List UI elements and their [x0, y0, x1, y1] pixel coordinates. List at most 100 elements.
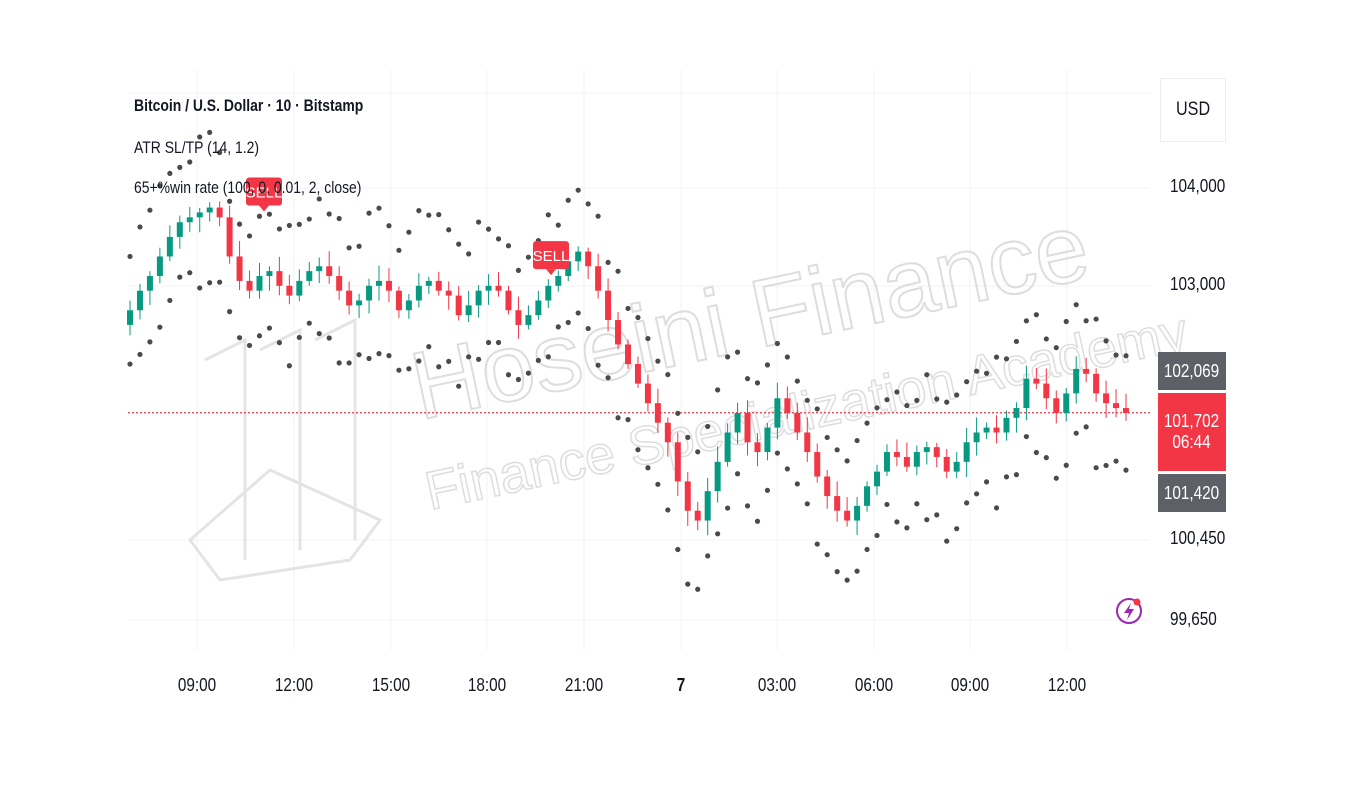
time-label: 09:00 — [950, 675, 990, 695]
stop-dot — [555, 324, 561, 330]
candle-body — [654, 403, 661, 423]
stop-dot — [416, 208, 422, 214]
stop-dot — [296, 334, 302, 341]
candle-body — [983, 427, 990, 433]
stop-dot — [466, 354, 472, 360]
candle-body — [326, 266, 333, 277]
candle-body — [1023, 378, 1030, 409]
stop-dot — [754, 518, 761, 524]
stop-dot — [466, 251, 472, 257]
sell-signal-box — [246, 177, 282, 206]
stop-dot — [217, 149, 223, 156]
stop-dot — [974, 368, 980, 374]
indicator-winrate-label[interactable]: 65+%win rate (100, 0, 0.01, 2, close) — [134, 178, 362, 197]
stop-dot — [734, 471, 741, 477]
candle-body — [545, 285, 552, 301]
candle-body — [684, 481, 691, 511]
candle-body — [744, 412, 751, 443]
stop-dot — [236, 335, 243, 341]
stop-dot — [535, 357, 541, 363]
stop-dot — [904, 525, 910, 531]
stop-dot — [296, 221, 302, 227]
watermark-house-logo — [187, 317, 383, 582]
candle-body — [1033, 378, 1040, 384]
candle-body — [953, 461, 960, 472]
stop-dot — [356, 352, 362, 358]
candle-body — [903, 456, 910, 467]
price-label: 99,650 — [1170, 609, 1217, 629]
candle-body — [1113, 403, 1120, 409]
stop-dot — [1023, 433, 1029, 440]
stop-dot — [187, 270, 193, 276]
low-price-tag: 101,420 — [1158, 474, 1226, 512]
stop-dot — [1073, 430, 1079, 436]
stop-dot — [207, 280, 213, 286]
stop-dot — [595, 362, 601, 368]
stop-dot — [227, 198, 233, 204]
stop-dot — [1063, 462, 1069, 468]
stop-dot — [764, 362, 771, 368]
stop-dot — [137, 224, 143, 230]
stop-dot — [426, 344, 432, 350]
candle-body — [146, 276, 153, 291]
candle-body — [575, 251, 582, 262]
price-label: 104,000 — [1170, 176, 1226, 196]
candle-body — [306, 271, 313, 281]
currency-button[interactable]: USD — [1160, 78, 1226, 142]
stop-dot — [1013, 338, 1020, 345]
stop-dot — [645, 335, 651, 342]
stop-dot — [236, 221, 243, 227]
stop-dot — [595, 213, 601, 219]
candle-body — [1123, 408, 1129, 413]
stop-dot — [884, 397, 890, 403]
stop-dot — [615, 415, 621, 421]
candle-body — [535, 300, 542, 316]
time-label: 12:00 — [1047, 675, 1087, 695]
stop-dot — [525, 254, 532, 260]
stop-dot — [914, 501, 920, 507]
stop-dot — [505, 372, 512, 378]
stop-dot — [416, 358, 422, 364]
chart-title[interactable]: Bitcoin / U.S. Dollar · 10 · Bitstamp — [134, 96, 364, 115]
candle-body — [435, 280, 442, 291]
stop-dot — [705, 553, 711, 559]
stop-dot — [964, 379, 970, 385]
candle-body — [455, 295, 462, 316]
stop-dot — [1063, 318, 1069, 325]
stop-dot — [655, 481, 661, 487]
lightning-bolt-icon[interactable] — [1114, 596, 1144, 626]
indicator-atr-label[interactable]: ATR SL/TP (14, 1.2) — [134, 138, 259, 157]
stop-dot — [794, 378, 800, 384]
stop-dot — [555, 222, 561, 228]
stop-dot — [515, 376, 522, 383]
stop-dot — [665, 371, 671, 378]
sell-signal-label: SELL — [246, 185, 283, 202]
candle-body — [913, 452, 920, 467]
stop-dot — [944, 538, 950, 544]
stop-dot — [585, 325, 591, 332]
candle-body — [923, 447, 930, 453]
stop-dot — [316, 330, 322, 337]
stop-dot — [446, 358, 452, 364]
high-price-tag: 102,069 — [1158, 352, 1226, 390]
stop-dot — [993, 505, 1000, 511]
stop-dot — [147, 207, 153, 213]
stop-dot — [366, 355, 372, 362]
candle-body — [246, 280, 253, 291]
candle-body — [973, 432, 980, 443]
time-label: 03:00 — [757, 675, 797, 695]
stop-dot — [426, 212, 432, 218]
stop-dot — [725, 354, 731, 360]
stop-dot — [306, 216, 312, 222]
stop-dot — [705, 423, 711, 430]
stop-dot — [635, 447, 641, 453]
stop-dot — [1123, 353, 1129, 359]
stop-dot — [505, 243, 512, 249]
stop-dot — [675, 410, 681, 416]
stop-dot — [874, 532, 880, 539]
candle-body — [186, 217, 193, 223]
bar-countdown: 06:44 — [1172, 432, 1212, 452]
stop-dot — [456, 383, 462, 389]
stop-dot — [804, 397, 810, 403]
